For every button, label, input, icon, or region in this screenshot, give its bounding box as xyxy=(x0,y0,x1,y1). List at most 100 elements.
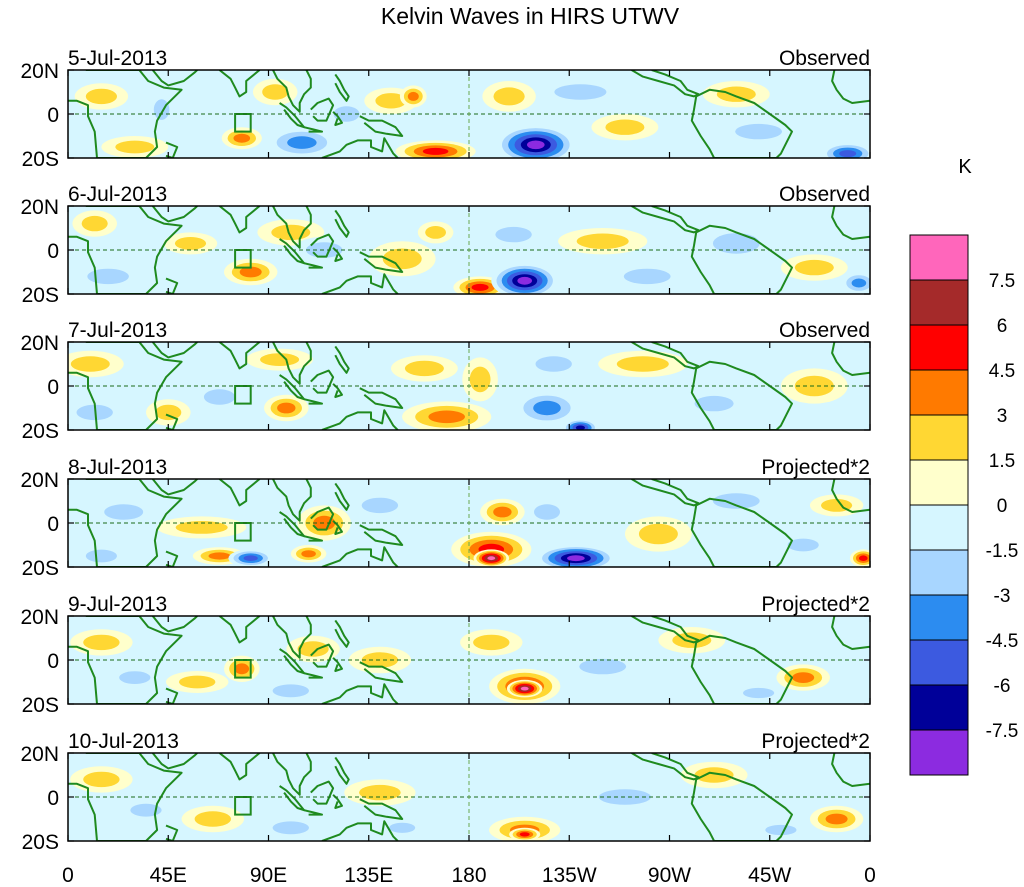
anomaly-contour xyxy=(533,400,561,416)
new-guinea-coastline xyxy=(359,387,404,409)
anomaly-contour xyxy=(382,248,422,270)
west-africa-coastline xyxy=(831,479,870,513)
anomaly-contour xyxy=(575,425,585,430)
india-coastline xyxy=(218,479,261,507)
india-coastline xyxy=(218,616,261,644)
madagascar-coastline xyxy=(165,413,179,430)
anomaly-contour xyxy=(535,356,572,372)
longitude-tick-label: 90E xyxy=(250,864,287,887)
anomaly-field xyxy=(68,479,870,567)
colorbar-swatch xyxy=(909,369,969,416)
west-africa-coastline xyxy=(831,616,870,650)
anomaly-contour xyxy=(87,268,129,285)
java-coastline xyxy=(303,126,323,133)
latitude-tick-label: 20S xyxy=(22,557,59,580)
colorbar-level-label: -1.5 xyxy=(986,541,1019,562)
anomaly-contour xyxy=(297,641,329,657)
anomaly-contour xyxy=(85,88,117,105)
anomaly-contour xyxy=(493,506,512,518)
anomaly-contour xyxy=(85,549,117,563)
panel-date: 6-Jul-2013 xyxy=(68,183,167,206)
longitude-tick-label: 0 xyxy=(864,864,876,887)
south-america-coastline xyxy=(690,497,793,567)
south-america-coastline xyxy=(690,88,793,158)
anomaly-contour xyxy=(243,555,258,561)
java-coastline xyxy=(303,809,323,816)
latitude-tick-label: 0 xyxy=(47,104,59,127)
arabia-coastline xyxy=(151,753,198,770)
anomaly-contour xyxy=(203,389,236,405)
colorbar-level-label: 0 xyxy=(997,496,1008,517)
anomaly-contour xyxy=(104,504,144,520)
anomaly-field xyxy=(68,342,870,430)
colorbar-level-label: 1.5 xyxy=(989,451,1015,472)
new-guinea-coastline xyxy=(359,524,404,546)
region-box xyxy=(234,113,252,133)
longitude-tick-label: 135W xyxy=(542,864,597,887)
africa-coastline xyxy=(68,342,183,430)
new-guinea-coastline xyxy=(359,251,404,273)
anomaly-contour xyxy=(83,634,120,651)
south-america-coastline xyxy=(690,360,793,430)
africa-coastline xyxy=(68,753,183,841)
map-panel: 20N 0 20S 10-Jul-2013 Projected*2 xyxy=(20,730,871,854)
anomaly-contour xyxy=(81,215,108,232)
borneo-coastline xyxy=(310,506,335,531)
latitude-tick-label: 20N xyxy=(20,196,59,219)
colorbar-unit-label: K xyxy=(958,156,972,178)
anomaly-contour xyxy=(792,672,815,683)
anomaly-contour xyxy=(234,663,250,675)
arabia-coastline xyxy=(151,342,198,359)
sulawesi-coastline xyxy=(332,657,343,672)
colorbar-swatch xyxy=(909,324,969,371)
region-box xyxy=(234,249,252,269)
madagascar-coastline xyxy=(165,277,179,294)
anomaly-field xyxy=(68,70,870,158)
map-panel: 20N 0 20S 8-Jul-2013 Projected*2 xyxy=(20,456,871,580)
colorbar: K 7.5 6 4.5 3 1.5 0 -1.5 -3 -4.5 -6 -7.5 xyxy=(909,156,1019,776)
south-america-coastline xyxy=(690,634,793,704)
sulawesi-coastline xyxy=(332,111,343,126)
new-guinea-coastline xyxy=(359,798,404,820)
anomaly-contour xyxy=(389,822,416,833)
borneo-coastline xyxy=(310,233,335,258)
region-box xyxy=(234,796,252,816)
anomaly-contour xyxy=(175,521,228,534)
anomaly-contour xyxy=(471,283,489,291)
anomaly-contour xyxy=(70,356,110,372)
panel-date: 10-Jul-2013 xyxy=(68,730,179,753)
anomaly-contour xyxy=(794,375,834,397)
anomaly-contour xyxy=(155,404,182,421)
longitude-tick-label: 0 xyxy=(62,864,74,887)
colorbar-level-label: 3 xyxy=(997,406,1008,427)
anomaly-contour xyxy=(361,497,399,514)
map-panel: 20N 0 20S 5-Jul-2013 Observed xyxy=(20,47,871,171)
anomaly-contour xyxy=(787,538,819,552)
west-africa-coastline xyxy=(831,206,870,240)
colorbar-level-label: 6 xyxy=(997,316,1008,337)
region-box xyxy=(234,385,252,405)
sumatra-coastline xyxy=(279,102,306,129)
map-panel: 20N 0 20S 6-Jul-2013 Observed xyxy=(20,183,871,307)
colorbar-swatch xyxy=(909,729,969,776)
anomaly-contour xyxy=(194,811,231,827)
java-coastline xyxy=(303,535,323,542)
colorbar-swatch xyxy=(909,594,969,641)
anomaly-contour xyxy=(839,150,857,158)
anomaly-contour xyxy=(487,556,496,561)
colorbar-swatch xyxy=(909,234,969,281)
arabia-coastline xyxy=(151,616,198,633)
anomaly-contour xyxy=(554,84,607,100)
latitude-tick-label: 20S xyxy=(22,284,59,307)
colorbar-level-label: -7.5 xyxy=(986,721,1019,742)
philippines-coastline xyxy=(334,619,350,648)
anomaly-contour xyxy=(422,147,449,155)
latitude-tick-label: 0 xyxy=(47,376,59,399)
australia-coastline xyxy=(321,409,399,430)
anomaly-contour xyxy=(694,395,734,412)
anomaly-contour xyxy=(694,767,734,783)
southeast-asia-coastline xyxy=(272,70,312,113)
india-coastline xyxy=(218,342,261,370)
latitude-tick-label: 20S xyxy=(22,420,59,443)
